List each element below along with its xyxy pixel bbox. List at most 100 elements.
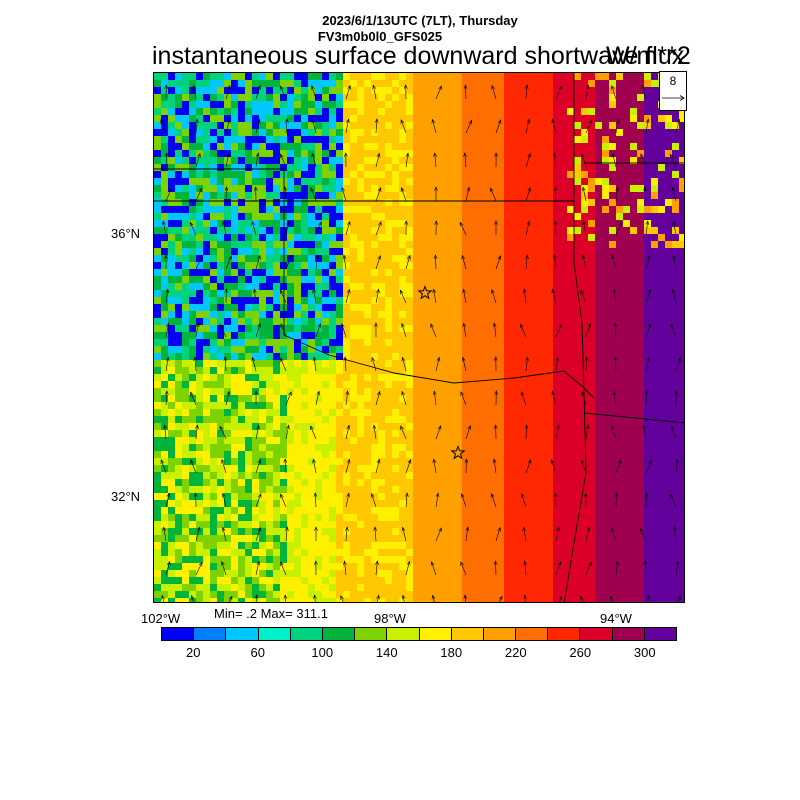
field-cell — [301, 199, 308, 206]
field-cell — [364, 150, 371, 157]
field-cell — [574, 465, 581, 472]
field-cell — [217, 416, 224, 423]
field-cell — [532, 346, 539, 353]
field-cell — [581, 199, 588, 206]
field-cell — [357, 528, 364, 535]
field-cell — [399, 157, 406, 164]
field-cell — [413, 241, 420, 248]
field-cell — [371, 472, 378, 479]
field-cell — [322, 143, 329, 150]
field-cell — [455, 367, 462, 374]
field-cell — [462, 500, 469, 507]
field-cell — [392, 388, 399, 395]
field-cell — [210, 353, 217, 360]
field-cell — [665, 290, 672, 297]
field-cell — [350, 451, 357, 458]
field-cell — [168, 283, 175, 290]
field-cell — [420, 360, 427, 367]
field-cell — [301, 164, 308, 171]
field-cell — [511, 122, 518, 129]
field-cell — [532, 388, 539, 395]
field-cell — [490, 157, 497, 164]
field-cell — [539, 157, 546, 164]
field-cell — [406, 185, 413, 192]
field-cell — [672, 444, 679, 451]
field-cell — [182, 395, 189, 402]
field-cell — [259, 234, 266, 241]
field-cell — [609, 486, 616, 493]
field-cell — [266, 143, 273, 150]
field-cell — [462, 472, 469, 479]
field-cell — [406, 465, 413, 472]
field-cell — [217, 311, 224, 318]
field-cell — [308, 129, 315, 136]
field-cell — [483, 269, 490, 276]
field-cell — [476, 374, 483, 381]
field-cell — [511, 430, 518, 437]
field-cell — [378, 472, 385, 479]
field-cell — [371, 185, 378, 192]
field-cell — [217, 241, 224, 248]
field-cell — [175, 80, 182, 87]
field-cell — [224, 73, 231, 80]
field-cell — [539, 395, 546, 402]
field-cell — [448, 185, 455, 192]
field-cell — [189, 514, 196, 521]
field-cell — [175, 220, 182, 227]
field-cell — [259, 255, 266, 262]
field-cell — [630, 101, 637, 108]
field-cell — [287, 262, 294, 269]
field-cell — [588, 262, 595, 269]
field-cell — [623, 521, 630, 528]
field-cell — [231, 486, 238, 493]
field-cell — [238, 297, 245, 304]
field-cell — [357, 409, 364, 416]
field-cell — [672, 206, 679, 213]
field-cell — [280, 402, 287, 409]
field-cell — [413, 227, 420, 234]
field-cell — [623, 500, 630, 507]
field-cell — [189, 444, 196, 451]
field-cell — [490, 318, 497, 325]
field-cell — [161, 297, 168, 304]
field-cell — [371, 346, 378, 353]
field-cell — [161, 374, 168, 381]
field-cell — [245, 318, 252, 325]
field-cell — [427, 318, 434, 325]
field-cell — [483, 521, 490, 528]
field-cell — [672, 129, 679, 136]
field-cell — [280, 213, 287, 220]
field-cell — [455, 479, 462, 486]
field-cell — [308, 262, 315, 269]
field-cell — [546, 199, 553, 206]
field-cell — [455, 353, 462, 360]
field-cell — [518, 297, 525, 304]
field-cell — [581, 346, 588, 353]
field-cell — [315, 332, 322, 339]
field-cell — [609, 136, 616, 143]
field-cell — [161, 192, 168, 199]
field-cell — [182, 80, 189, 87]
field-cell — [301, 388, 308, 395]
field-cell — [175, 360, 182, 367]
field-cell — [154, 381, 161, 388]
field-cell — [553, 458, 560, 465]
field-cell — [217, 486, 224, 493]
field-cell — [651, 185, 658, 192]
field-cell — [476, 339, 483, 346]
field-cell — [294, 115, 301, 122]
field-cell — [518, 444, 525, 451]
field-cell — [238, 325, 245, 332]
field-cell — [238, 255, 245, 262]
field-cell — [301, 304, 308, 311]
field-cell — [231, 171, 238, 178]
field-cell — [252, 283, 259, 290]
field-cell — [462, 486, 469, 493]
field-cell — [539, 304, 546, 311]
field-cell — [637, 381, 644, 388]
field-cell — [637, 262, 644, 269]
field-cell — [168, 395, 175, 402]
field-cell — [196, 129, 203, 136]
field-cell — [413, 465, 420, 472]
field-cell — [231, 332, 238, 339]
